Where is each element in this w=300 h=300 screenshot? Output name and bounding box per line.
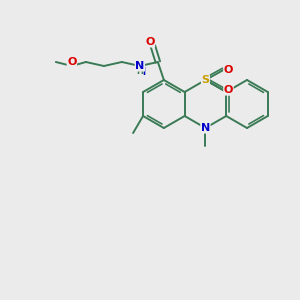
Text: O: O (224, 85, 233, 95)
Text: O: O (67, 57, 76, 67)
Text: H: H (136, 67, 143, 76)
Text: N: N (135, 61, 145, 71)
Text: O: O (224, 65, 233, 75)
Text: N: N (201, 123, 210, 133)
Text: N: N (137, 67, 146, 77)
Text: O: O (145, 37, 154, 47)
Text: N: N (137, 67, 146, 77)
Text: S: S (201, 75, 209, 85)
